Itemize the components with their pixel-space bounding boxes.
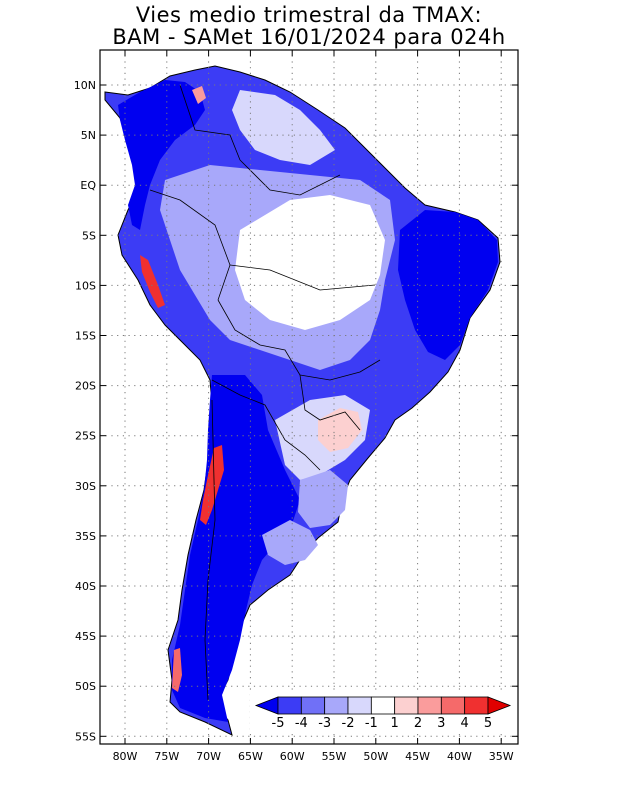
colorbar-label: 2 xyxy=(414,716,422,731)
lat-label: 5S xyxy=(82,229,96,242)
lat-label: 45S xyxy=(75,630,96,643)
colorbar-bin xyxy=(417,696,442,715)
lon-label: 35W xyxy=(489,750,514,763)
colorbar-label: -1 xyxy=(365,716,378,731)
colorbar-label: 3 xyxy=(437,716,445,731)
map-frame xyxy=(99,49,519,745)
latitude-labels: 10N 5N EQ 5S 10S 15S 20S 25S 30S 35S 40S 45S 50S 55S xyxy=(74,79,97,743)
lat-label: 30S xyxy=(75,480,96,493)
lat-label: 20S xyxy=(75,380,96,393)
lon-label: 60W xyxy=(280,750,305,763)
colorbar-label: -5 xyxy=(272,716,285,731)
colorbar-label: -3 xyxy=(318,716,331,731)
colorbar-max-arrow xyxy=(487,696,512,715)
lon-label: 70W xyxy=(196,750,221,763)
lon-label: 50W xyxy=(363,750,388,763)
colorbar: -5 -4 -3 -2 -1 1 2 3 4 5 xyxy=(250,693,516,733)
weak-negative-uruguay xyxy=(298,470,348,528)
colorbar-label: 5 xyxy=(484,716,492,731)
longitude-labels: 80W 75W 70W 65W 60W 55W 50W 45W 40W 35W xyxy=(113,750,514,763)
lat-label: 10N xyxy=(74,79,96,92)
lon-label: 40W xyxy=(447,750,472,763)
lon-label: 80W xyxy=(113,750,138,763)
colorbar-label: 1 xyxy=(391,716,399,731)
colorbar-bin xyxy=(324,696,349,715)
colorbar-bin xyxy=(464,696,489,715)
colorbar-label: -4 xyxy=(295,716,308,731)
colorbar-bin xyxy=(370,696,396,715)
positive-chile-north xyxy=(200,445,224,525)
lon-label: 45W xyxy=(405,750,430,763)
lat-label: 10S xyxy=(75,279,96,292)
strong-negative-northwest xyxy=(118,80,205,230)
lat-label: 50S xyxy=(75,680,96,693)
lon-label: 65W xyxy=(238,750,263,763)
colorbar-label: -2 xyxy=(342,716,355,731)
south-america-landmass xyxy=(104,65,501,736)
lat-label: 15S xyxy=(75,330,96,343)
positive-colombia xyxy=(192,86,206,104)
lat-label: EQ xyxy=(80,179,96,192)
colorbar-bin xyxy=(277,696,302,715)
colorbar-bin xyxy=(300,696,326,715)
near-zero-center xyxy=(235,195,385,330)
lon-label: 55W xyxy=(322,750,347,763)
colorbar-bin xyxy=(440,696,466,715)
weak-negative-pampas xyxy=(262,520,318,565)
lat-label: 35S xyxy=(75,530,96,543)
lat-label: 5N xyxy=(81,129,96,142)
map-title-line-1: Vies medio trimestral da TMAX: xyxy=(135,3,483,27)
bias-field xyxy=(104,65,501,736)
lon-label: 75W xyxy=(154,750,179,763)
strong-negative-south xyxy=(172,375,300,722)
positive-peru-coast xyxy=(140,255,165,308)
lat-label: 55S xyxy=(75,730,96,743)
colorbar-bin xyxy=(347,696,372,715)
colorbar-label: 4 xyxy=(461,716,469,731)
lat-label: 40S xyxy=(75,580,96,593)
colorbar-bin xyxy=(394,696,419,715)
graticule xyxy=(100,50,518,744)
map-title-line-2: BAM - SAMet 16/01/2024 para 024h xyxy=(112,25,506,49)
near-zero-amazon xyxy=(232,90,335,165)
positive-patagonia xyxy=(172,648,182,692)
lat-label: 25S xyxy=(75,430,96,443)
